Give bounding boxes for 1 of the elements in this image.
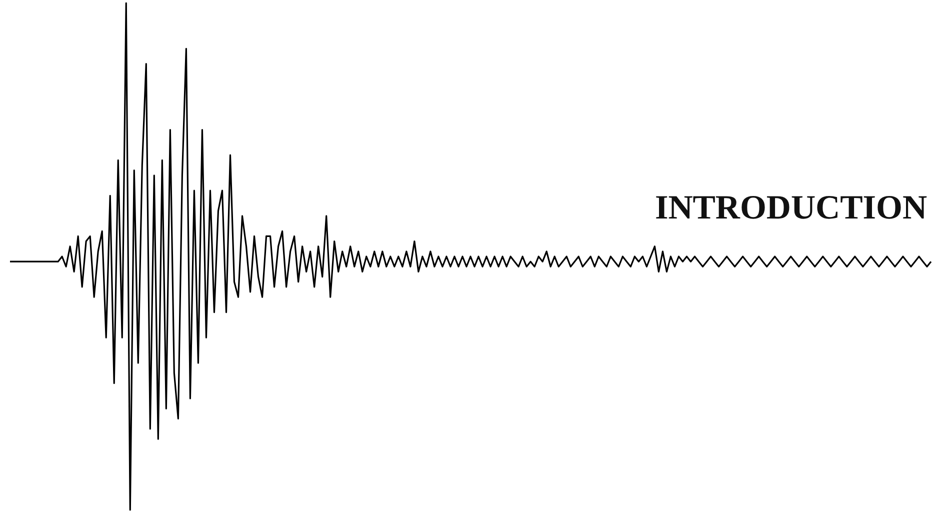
text: INTRODUCTION (654, 190, 928, 226)
